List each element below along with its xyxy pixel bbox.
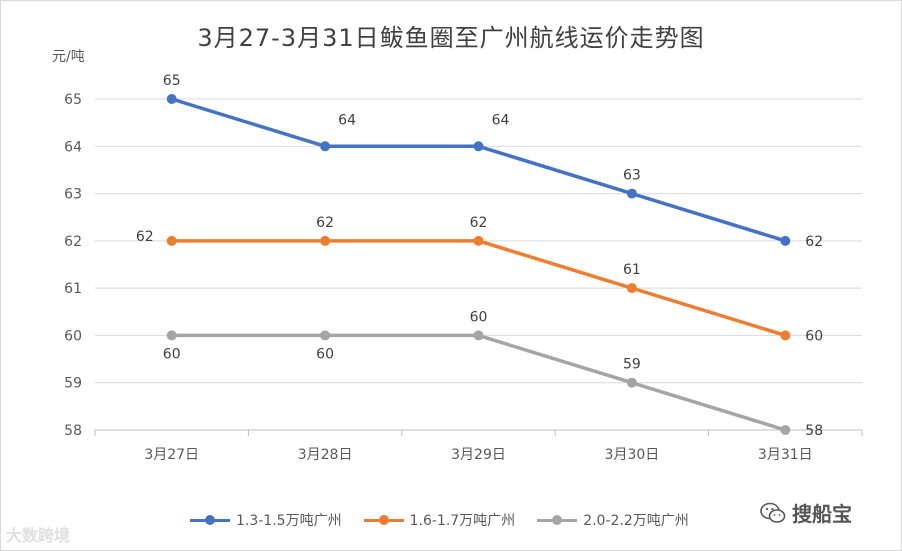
series-lines: [166, 94, 791, 435]
x-tick-label: 3月28日: [298, 447, 353, 463]
x-axis-ticks: 3月27日 3月28日 3月29日 3月30日 3月31日: [94, 430, 863, 463]
data-label: 61: [623, 262, 641, 278]
legend-swatch: [190, 513, 230, 527]
data-point: [780, 235, 791, 246]
data-point: [473, 141, 484, 152]
watermark-left: 大数跨境: [6, 526, 71, 545]
legend: 1.3-1.5万吨广州 1.6-1.7万吨广州 2.0-2.2万吨广州: [190, 510, 689, 530]
data-label: 62: [316, 215, 334, 231]
data-point: [166, 235, 177, 246]
y-tick-label: 63: [64, 187, 82, 203]
data-point: [626, 377, 637, 388]
y-tick-label: 61: [64, 281, 82, 297]
legend-item-1: 1.3-1.5万吨广州: [190, 510, 342, 530]
wechat-icon: [760, 502, 786, 523]
x-tick-label: 3月31日: [758, 447, 813, 463]
data-point: [320, 141, 331, 152]
data-label: 63: [623, 168, 641, 184]
data-label: 59: [623, 357, 641, 373]
data-point: [473, 235, 484, 246]
y-tick-label: 59: [64, 376, 82, 392]
legend-swatch: [537, 513, 578, 527]
legend-label: 1.3-1.5万吨广州: [236, 513, 342, 529]
y-tick-label: 60: [64, 328, 82, 344]
data-label: 62: [805, 234, 823, 250]
y-tick-label: 65: [64, 92, 82, 108]
data-label: 58: [805, 423, 823, 439]
legend-label: 1.6-1.7万吨广州: [409, 513, 516, 529]
data-point: [780, 425, 791, 435]
data-label: 62: [470, 215, 488, 231]
x-tick-label: 3月27日: [144, 447, 199, 463]
data-point: [166, 330, 177, 341]
data-label: 62: [136, 229, 154, 245]
data-label: 64: [492, 112, 510, 128]
data-point: [780, 330, 791, 341]
data-point: [320, 235, 331, 246]
legend-item-3: 2.0-2.2万吨广州: [537, 510, 689, 530]
legend-item-2: 1.6-1.7万吨广州: [363, 510, 516, 530]
chart-title: 3月27-3月31日鲅鱼圈至广州航线运价走势图: [197, 24, 705, 52]
legend-swatch: [363, 513, 404, 527]
x-tick-label: 3月30日: [605, 447, 660, 463]
data-label: 60: [163, 346, 181, 362]
data-label: 64: [338, 112, 356, 128]
watermark-right: 搜船宝: [760, 498, 852, 527]
y-axis-label: 元/吨: [52, 49, 85, 65]
data-point: [166, 94, 177, 104]
data-label: 65: [163, 73, 181, 89]
data-label: 60: [805, 328, 823, 344]
data-label: 60: [470, 309, 488, 325]
data-point: [626, 188, 637, 199]
watermark-right-text: 搜船宝: [792, 502, 852, 526]
y-axis-ticks: 58 59 60 61 62 63 64 65: [64, 92, 82, 439]
y-tick-label: 64: [64, 139, 82, 155]
legend-label: 2.0-2.2万吨广州: [583, 513, 689, 529]
data-labels: 65 64 64 63 62 62 62 62 61 60 60 60 60 59 58: [136, 73, 823, 439]
data-point: [473, 330, 484, 341]
y-tick-label: 58: [64, 423, 82, 439]
data-point: [626, 283, 637, 294]
data-label: 60: [316, 346, 334, 362]
y-tick-label: 62: [64, 234, 82, 250]
x-tick-label: 3月29日: [451, 447, 506, 463]
data-point: [320, 330, 331, 341]
